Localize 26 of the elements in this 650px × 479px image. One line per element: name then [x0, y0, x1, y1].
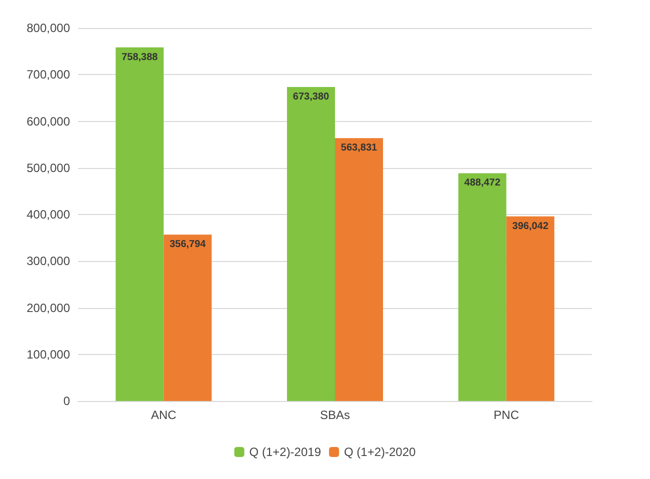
y-tick-label: 500,000	[26, 160, 70, 175]
x-tick-label: SBAs	[320, 408, 350, 422]
bar	[506, 216, 554, 401]
y-tick-label: 400,000	[26, 208, 70, 222]
data-label: 758,388	[122, 52, 158, 63]
bar	[164, 234, 212, 401]
bar	[335, 138, 383, 401]
y-tick-label: 600,000	[26, 114, 70, 128]
y-tick-label: 200,000	[26, 300, 70, 315]
data-label: 356,794	[170, 239, 206, 250]
bar	[116, 47, 164, 401]
data-label: 563,831	[340, 142, 378, 154]
bar	[287, 87, 335, 401]
y-tick-label: 100,000	[26, 347, 70, 362]
y-tick-label: 800,000	[26, 21, 70, 35]
y-tick-label: 300,000	[26, 254, 70, 268]
y-tick-label: 700,000	[26, 68, 70, 82]
x-tick-label: ANC	[150, 408, 177, 422]
legend-label: Q (1+2)-2020	[344, 445, 416, 459]
bar	[458, 173, 506, 401]
data-label: 673,380	[292, 92, 330, 103]
y-tick-label: 0	[63, 394, 70, 408]
x-tick-label: PNC	[494, 408, 520, 422]
data-label: 488,472	[464, 178, 501, 189]
legend-label: Q (1+2)-2019	[249, 445, 322, 459]
data-label: 396,042	[512, 220, 549, 232]
